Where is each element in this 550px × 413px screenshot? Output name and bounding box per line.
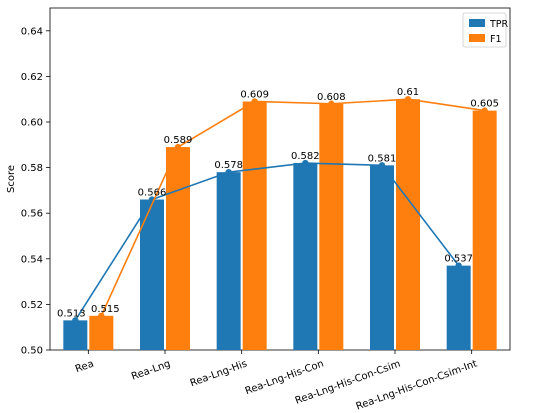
- x-tick-label: Rea: [74, 358, 95, 375]
- bar-tpr-3: [293, 163, 318, 350]
- point-f1-1: [174, 143, 182, 151]
- value-label-f1-4: 0.61: [397, 87, 419, 98]
- y-tick-label: 0.64: [21, 26, 43, 37]
- value-label-f1-2: 0.609: [240, 89, 269, 100]
- y-tick-label: 0.62: [21, 72, 43, 83]
- plot-area: [49, 7, 511, 351]
- value-label-f1-5: 0.605: [470, 99, 499, 110]
- point-f1-5: [481, 107, 488, 114]
- y-tick-label: 0.56: [21, 209, 43, 220]
- bar-f1-3: [319, 103, 344, 350]
- point-f1-0: [98, 312, 105, 319]
- bar-f1-2: [242, 101, 267, 350]
- y-axis: 0.50 0.52 0.54 0.56 0.58 0.60 0.62 0.64: [21, 26, 50, 357]
- value-label-tpr-3: 0.582: [291, 151, 320, 162]
- y-tick-label: 0.60: [21, 118, 43, 129]
- plot-frame: [49, 7, 511, 351]
- bar-tpr-0: [63, 320, 88, 350]
- legend-swatch-f1: [469, 34, 485, 42]
- bar-tpr-4: [370, 165, 394, 350]
- value-label-tpr-1: 0.566: [138, 188, 167, 199]
- bar-f1-1: [166, 147, 190, 350]
- series-lines: [72, 96, 488, 324]
- legend-label-tpr: TPR: [489, 19, 509, 30]
- value-label-f1-1: 0.589: [164, 135, 193, 146]
- x-axis: Rea Rea-Lng Rea-Lng-HisRea-Lng-His-ConRea-…: [74, 350, 479, 413]
- value-labels: 0.513 0.566 0.578 0.582 0.581 0.537 0.515 0.589…: [57, 87, 499, 319]
- x-tick-label: Rea-Lng: [130, 358, 172, 382]
- point-tpr-2: [225, 168, 232, 176]
- y-axis-label: Score: [6, 165, 17, 193]
- bar-f1-4: [396, 99, 420, 350]
- line-f1: [100, 98, 485, 317]
- y-tick-label: 0.54: [21, 254, 43, 265]
- bar-tpr-1: [140, 199, 164, 350]
- y-tick-label: 0.52: [21, 300, 43, 311]
- y-tick-label: 0.58: [21, 163, 43, 174]
- point-f1-3: [328, 100, 335, 107]
- value-label-tpr-0: 0.513: [57, 308, 86, 319]
- point-tpr-4: [378, 162, 386, 169]
- bar-tpr-5: [446, 265, 471, 350]
- value-label-f1-3: 0.608: [317, 92, 346, 103]
- line-tpr: [74, 162, 460, 321]
- point-f1-2: [251, 98, 258, 105]
- legend: TPR F1: [462, 12, 509, 48]
- value-label-tpr-4: 0.581: [368, 153, 397, 164]
- x-tick-label: Rea-Lng-His: [189, 358, 249, 389]
- point-tpr-0: [72, 317, 79, 324]
- y-tick-label: 0.50: [21, 346, 43, 357]
- value-label-tpr-5: 0.537: [444, 254, 473, 265]
- point-f1-4: [404, 96, 412, 103]
- bar-tpr-2: [216, 172, 241, 350]
- bar-f1-0: [89, 315, 114, 350]
- bar-f1-5: [472, 110, 497, 350]
- legend-label-f1: F1: [490, 34, 502, 45]
- value-label-f1-0: 0.515: [91, 304, 120, 315]
- point-tpr-3: [302, 159, 309, 167]
- bars: [63, 99, 497, 350]
- value-label-tpr-2: 0.578: [214, 160, 243, 171]
- legend-swatch-tpr: [469, 19, 485, 27]
- point-tpr-5: [455, 262, 462, 269]
